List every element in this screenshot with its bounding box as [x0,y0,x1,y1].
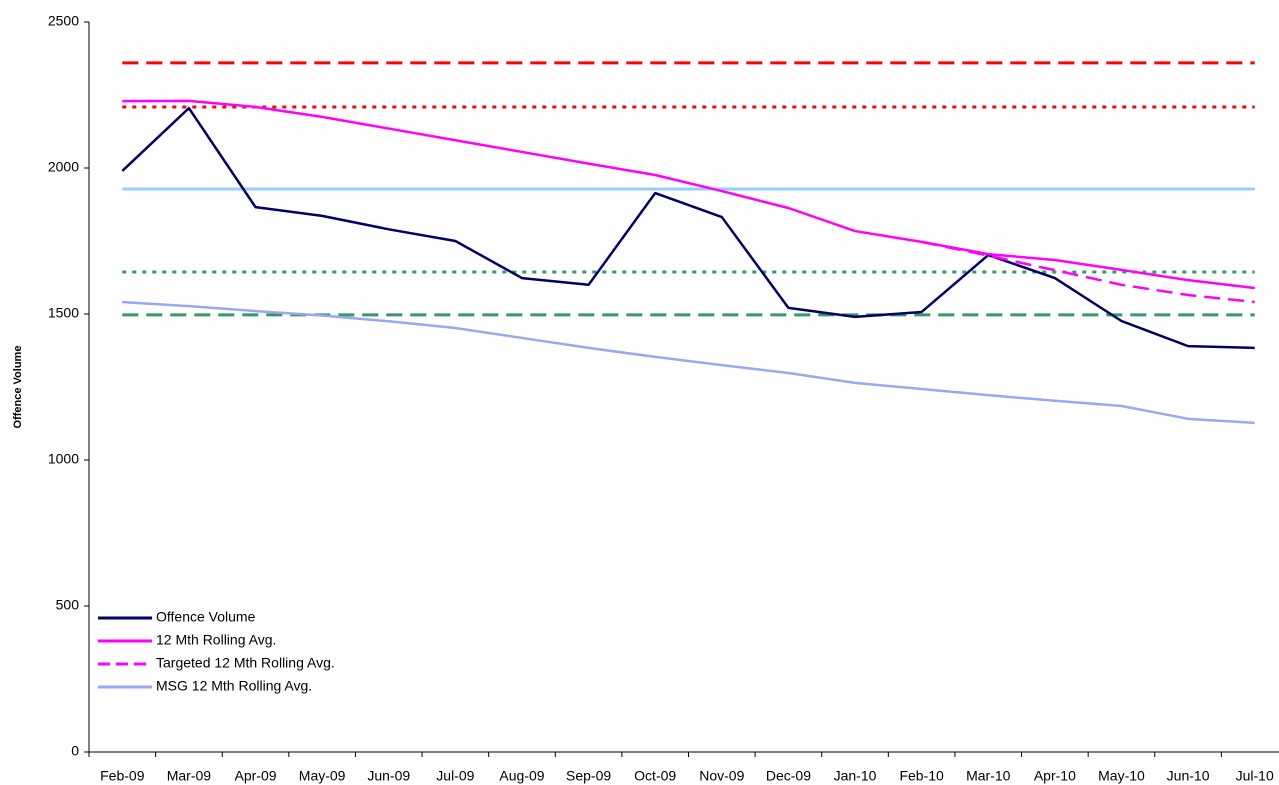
x-tick-label: Jul-09 [436,768,474,784]
x-tick-label: Oct-09 [634,768,676,784]
y-tick-label: 2000 [48,159,79,175]
x-tick-label: Jan-10 [834,768,877,784]
x-tick-label: Feb-09 [100,768,145,784]
x-tick-label: Sep-09 [566,768,611,784]
x-tick-label: Jul-10 [1236,768,1274,784]
x-tick-label: Mar-10 [966,768,1011,784]
y-axis-label: Offence Volume [12,346,24,429]
series-line [121,106,1255,350]
x-tick-label: Nov-09 [699,768,744,784]
series-line [122,99,1255,290]
y-tick-label: 500 [56,597,80,613]
y-tick-label: 2500 [48,13,79,29]
x-tick-label: Feb-10 [899,768,944,784]
x-tick-label: Aug-09 [499,768,544,784]
series-line [921,240,1255,304]
x-tick-label: Dec-09 [766,768,811,784]
y-tick-label: 1500 [48,305,79,321]
y-tick-label: 1000 [48,451,79,467]
y-tick-label: 0 [71,743,79,759]
legend-label: MSG 12 Mth Rolling Avg. [156,678,312,694]
series-line [122,300,1255,425]
x-tick-label: Mar-09 [167,768,212,784]
x-tick-label: May-09 [299,768,346,784]
legend-label: Offence Volume [156,609,256,625]
x-tick-label: Apr-09 [235,768,277,784]
x-tick-label: Apr-10 [1034,768,1076,784]
legend-label: Targeted 12 Mth Rolling Avg. [156,655,335,671]
x-tick-label: Jun-09 [367,768,410,784]
x-tick-label: May-10 [1098,768,1145,784]
legend-label: 12 Mth Rolling Avg. [156,632,276,648]
x-tick-label: Jun-10 [1167,768,1210,784]
